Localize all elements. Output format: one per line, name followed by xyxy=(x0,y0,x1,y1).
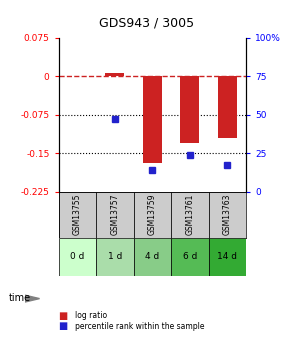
Bar xyxy=(171,191,209,238)
Bar xyxy=(180,76,199,143)
Bar xyxy=(209,238,246,276)
Text: 0 d: 0 d xyxy=(70,252,85,261)
Text: log ratio: log ratio xyxy=(75,311,107,320)
Text: time: time xyxy=(9,294,31,303)
Text: GSM13763: GSM13763 xyxy=(223,194,232,235)
Text: percentile rank within the sample: percentile rank within the sample xyxy=(75,322,204,331)
Bar xyxy=(96,191,134,238)
Text: GSM13755: GSM13755 xyxy=(73,194,82,235)
Text: GSM13761: GSM13761 xyxy=(185,194,194,235)
Text: 14 d: 14 d xyxy=(217,252,237,261)
Text: GSM13757: GSM13757 xyxy=(110,194,119,235)
Bar xyxy=(218,76,237,138)
Bar xyxy=(59,191,96,238)
Bar xyxy=(134,238,171,276)
Polygon shape xyxy=(25,295,40,302)
Bar xyxy=(134,191,171,238)
Bar xyxy=(59,238,96,276)
Bar xyxy=(105,73,124,76)
Bar xyxy=(96,238,134,276)
Bar xyxy=(171,238,209,276)
Text: 4 d: 4 d xyxy=(145,252,159,261)
Text: GSM13759: GSM13759 xyxy=(148,194,157,235)
Text: 6 d: 6 d xyxy=(183,252,197,261)
Text: ■: ■ xyxy=(59,311,68,321)
Text: GDS943 / 3005: GDS943 / 3005 xyxy=(99,16,194,29)
Bar xyxy=(143,76,162,164)
Text: 1 d: 1 d xyxy=(108,252,122,261)
Bar xyxy=(209,191,246,238)
Text: ■: ■ xyxy=(59,321,68,331)
